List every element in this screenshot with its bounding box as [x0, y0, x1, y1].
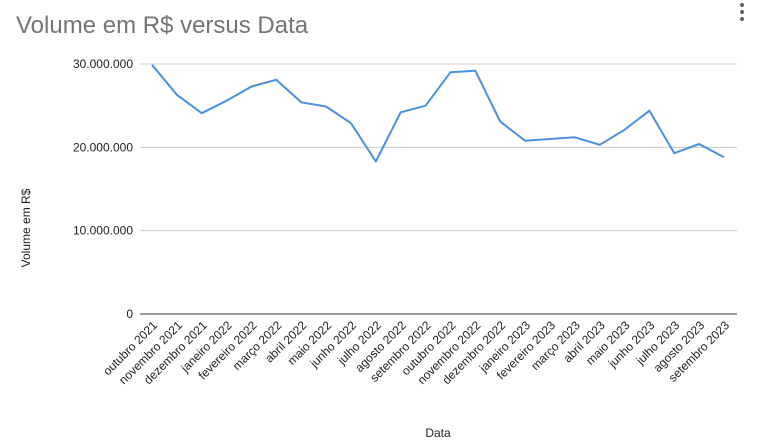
y-axis-title: Volume em R$ [19, 188, 33, 267]
y-axis-ticks: 0 10.000.000 20.000.000 30.000.000 [73, 57, 133, 321]
y-tick-label: 0 [126, 307, 133, 321]
y-tick-label: 10.000.000 [73, 224, 133, 238]
y-tick-label: 20.000.000 [73, 140, 133, 154]
grid-lines [140, 63, 737, 315]
series-line [151, 64, 725, 163]
y-tick-label: 30.000.000 [73, 57, 133, 71]
chart-title: Volume em R$ versus Data [16, 12, 309, 39]
x-axis-title: Data [425, 426, 451, 440]
more-vert-icon[interactable] [736, 0, 748, 24]
